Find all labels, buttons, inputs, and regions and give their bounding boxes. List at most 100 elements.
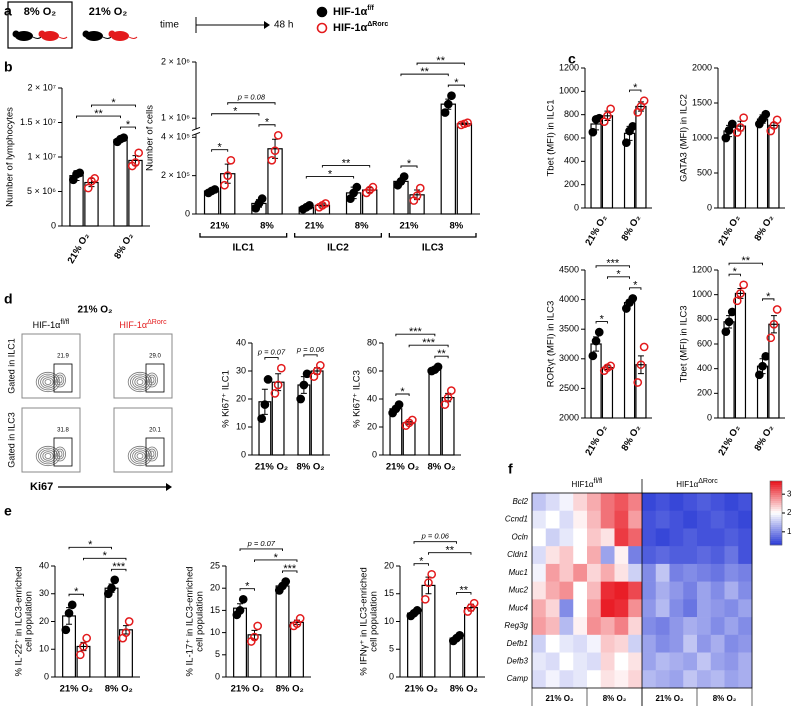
data-point xyxy=(226,155,236,165)
colorbar-tick-label: 3 xyxy=(787,489,792,498)
flow-gate xyxy=(53,363,73,393)
heatmap-cell xyxy=(697,510,712,529)
heatmap-cell xyxy=(655,634,670,653)
y-tick-label: 500 xyxy=(697,167,712,177)
significance-bracket xyxy=(413,541,457,544)
data-point xyxy=(235,606,245,615)
flow-gate-label: 29.0 xyxy=(149,354,161,360)
data-point xyxy=(628,294,638,303)
bar xyxy=(601,367,614,419)
y-tick-label: 0 xyxy=(707,412,712,422)
heatmap-cell xyxy=(697,546,712,565)
heatmap-cell xyxy=(724,652,739,671)
x-tick-label: 8% O₂ xyxy=(450,684,478,695)
x-tick-label: 21% O₂ xyxy=(716,423,742,457)
heatmap-cell xyxy=(683,652,698,671)
flow-x-label: Ki67 xyxy=(30,481,53,493)
significance-bracket xyxy=(408,344,449,348)
heatmap-cell xyxy=(655,493,670,512)
significance-bracket xyxy=(305,176,355,179)
y-tick-label: 1500 xyxy=(692,97,712,107)
heatmap-cell xyxy=(614,670,629,689)
time-end-label: 48 h xyxy=(274,20,293,31)
significance-bracket xyxy=(91,104,136,108)
heatmap-cell xyxy=(710,617,725,636)
legend-label: HIF-1αΔRorc xyxy=(333,21,388,34)
flow-contour xyxy=(129,447,150,465)
y-axis-label: GATA3 (MFI) in ILC2 xyxy=(679,94,690,182)
data-point xyxy=(628,121,638,131)
significance-bracket xyxy=(728,273,741,277)
heatmap-cell xyxy=(655,670,670,689)
heatmap-cell xyxy=(559,652,574,671)
data-point xyxy=(724,317,734,327)
significance-bracket xyxy=(595,321,608,324)
heatmap-cell xyxy=(642,581,657,600)
significance-label: p = 0.06 xyxy=(421,532,450,541)
data-point xyxy=(739,280,748,290)
flow-contour xyxy=(42,451,54,461)
significance-bracket xyxy=(728,262,764,266)
y-axis-label: cell population xyxy=(195,591,206,652)
y-axis-label: Tbet (MFI) in ILC1 xyxy=(546,99,557,176)
significance-bracket xyxy=(762,298,775,301)
y-axis-label: % Ki67⁺ ILC3 xyxy=(352,370,363,428)
flow-contour xyxy=(127,371,153,393)
heatmap-cell xyxy=(600,634,615,653)
significance-label: * xyxy=(616,269,621,281)
significance-label: p = 0.06 xyxy=(296,345,325,354)
data-point xyxy=(424,578,433,588)
heatmap-cell xyxy=(573,510,588,529)
heatmap-cell xyxy=(600,599,615,618)
colorbar-step xyxy=(770,501,782,504)
data-point xyxy=(469,598,479,608)
data-point xyxy=(447,91,456,101)
heatmap-cell xyxy=(587,599,602,618)
data-point xyxy=(412,191,422,201)
y-tick-label: 2500 xyxy=(559,383,579,393)
data-point xyxy=(455,631,465,640)
panel-label: b xyxy=(4,59,13,75)
heatmap-cell xyxy=(573,652,588,671)
bar xyxy=(104,587,119,678)
bar xyxy=(440,103,456,215)
colorbar-step xyxy=(770,487,782,490)
heatmap-cell xyxy=(724,670,739,689)
significance-bracket xyxy=(68,546,112,550)
flow-contour xyxy=(149,450,155,458)
data-point xyxy=(119,133,129,143)
heatmap-cell xyxy=(573,617,588,636)
mouse-icon xyxy=(82,30,138,41)
bar xyxy=(635,105,647,209)
y-tick-label: 2000 xyxy=(559,412,579,422)
data-point xyxy=(433,362,443,372)
data-point xyxy=(299,380,309,390)
colorbar-step xyxy=(770,481,782,484)
group-label-main: HIF1α xyxy=(676,480,698,489)
y-tick-label: 4000 xyxy=(559,294,579,304)
data-point xyxy=(270,389,280,398)
y-axis-label: % IFNγ⁺ in ILC3-enriched xyxy=(359,567,370,676)
hypoxia-box xyxy=(7,1,73,49)
bar xyxy=(62,615,77,678)
x-tick-label: 8% xyxy=(260,221,274,232)
mouse-icon xyxy=(12,30,68,41)
flow-contour xyxy=(129,373,150,391)
significance-label: p = 0.08 xyxy=(237,93,266,102)
significance-label: * xyxy=(454,77,459,89)
heatmap-cell xyxy=(587,528,602,547)
y-tick-label: 60 xyxy=(367,365,377,375)
y-tick-label: 20 xyxy=(39,616,49,626)
y-axis-label: cell population xyxy=(369,591,380,652)
significance-label: *** xyxy=(409,326,423,338)
data-point xyxy=(588,127,598,137)
heatmap-cell xyxy=(587,563,602,582)
y-tick-label: 3000 xyxy=(559,353,579,363)
heatmap-cell xyxy=(587,634,602,653)
flow-gate xyxy=(145,363,165,393)
heatmap-cell xyxy=(697,617,712,636)
heatmap-cell xyxy=(655,528,670,547)
heatmap-cell xyxy=(669,563,684,582)
y-tick-label: 20 xyxy=(210,583,220,593)
heatmap-cell xyxy=(683,528,698,547)
